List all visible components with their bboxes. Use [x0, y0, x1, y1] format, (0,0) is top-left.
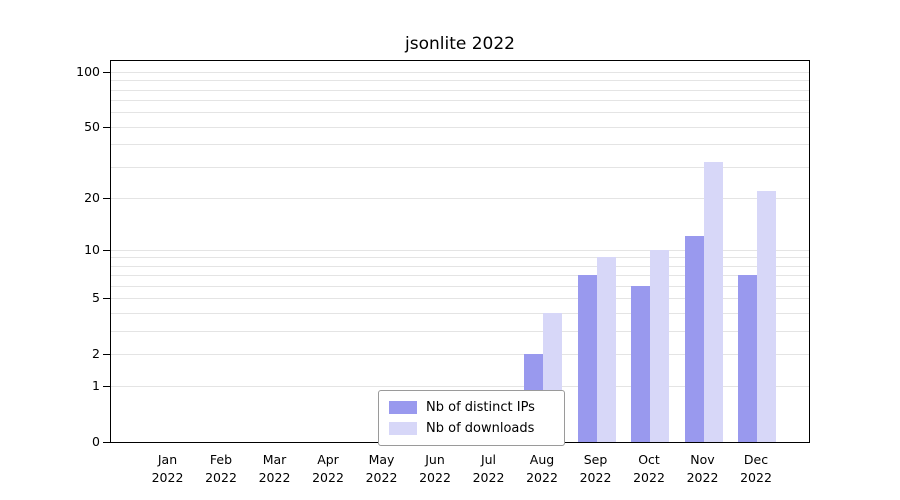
y-tick-label: 5: [92, 290, 100, 306]
grid-line: [111, 286, 809, 287]
grid-line: [111, 275, 809, 277]
bar-downloads: [596, 257, 616, 442]
plot-area: [110, 60, 810, 443]
grid-line: [111, 80, 809, 82]
bar-distinct-ips: [684, 236, 704, 442]
grid-line: [111, 257, 809, 259]
x-tick-label: Jan 2022: [151, 452, 184, 486]
grid-line: [111, 100, 809, 102]
legend-label-downloads: Nb of downloads: [426, 421, 535, 436]
x-tick-label: Jun 2022: [419, 452, 451, 486]
y-tick-mark: [103, 442, 110, 443]
legend-item-downloads: Nb of downloads: [389, 418, 554, 439]
x-tick-label: Dec 2022: [740, 452, 772, 486]
grid-line: [111, 386, 809, 388]
y-tick-mark: [103, 72, 110, 73]
x-tick-label: Feb 2022: [205, 452, 237, 486]
grid-line: [111, 89, 809, 91]
y-tick-mark: [103, 386, 110, 388]
grid-line: [111, 298, 809, 300]
grid-line: [111, 197, 809, 199]
legend-swatch-distinct-ips: [389, 401, 417, 414]
bar-distinct-ips: [631, 286, 650, 442]
grid-line: [111, 144, 809, 146]
y-tick-mark: [103, 298, 110, 300]
x-tick-label: Nov 2022: [686, 452, 719, 486]
grid-line: [111, 353, 809, 355]
chart-title: jsonlite 2022: [405, 34, 515, 54]
x-tick-label: May 2022: [365, 452, 398, 486]
legend-label-distinct-ips: Nb of distinct IPs: [426, 400, 535, 415]
legend-item-distinct-ips: Nb of distinct IPs: [389, 397, 554, 418]
x-tick-label: Sep 2022: [579, 452, 612, 486]
grid-line: [111, 313, 809, 314]
bar-downloads: [703, 161, 723, 442]
y-tick-label: 0: [92, 434, 100, 449]
bar-distinct-ips: [738, 275, 757, 442]
y-tick-label: 20: [84, 189, 100, 205]
grid-line: [111, 126, 809, 128]
grid-line: [111, 72, 809, 73]
y-tick-label: 100: [76, 64, 100, 79]
bar-distinct-ips: [577, 275, 597, 442]
bar-downloads: [650, 249, 669, 442]
grid-line: [111, 330, 809, 332]
x-tick-label: Jul 2022: [472, 452, 505, 486]
y-tick-mark: [103, 197, 110, 199]
x-tick-label: Mar 2022: [258, 452, 291, 486]
y-tick-label: 1: [92, 378, 100, 394]
bar-downloads: [757, 190, 776, 442]
grid-line: [111, 166, 809, 168]
y-tick-label: 2: [92, 345, 100, 361]
x-tick-label: Apr 2022: [312, 452, 344, 486]
y-tick-mark: [103, 249, 110, 251]
y-tick-label: 50: [84, 118, 100, 134]
grid-line: [111, 112, 809, 114]
y-tick-mark: [103, 353, 110, 355]
x-tick-label: Oct 2022: [633, 452, 665, 486]
y-tick-label: 10: [84, 241, 100, 257]
grid-line: [111, 265, 809, 267]
legend-swatch-downloads: [389, 422, 417, 435]
y-tick-mark: [103, 126, 110, 128]
x-tick-label: Aug 2022: [526, 452, 558, 486]
grid-line: [111, 249, 809, 251]
legend: Nb of distinct IPs Nb of downloads: [378, 390, 565, 446]
